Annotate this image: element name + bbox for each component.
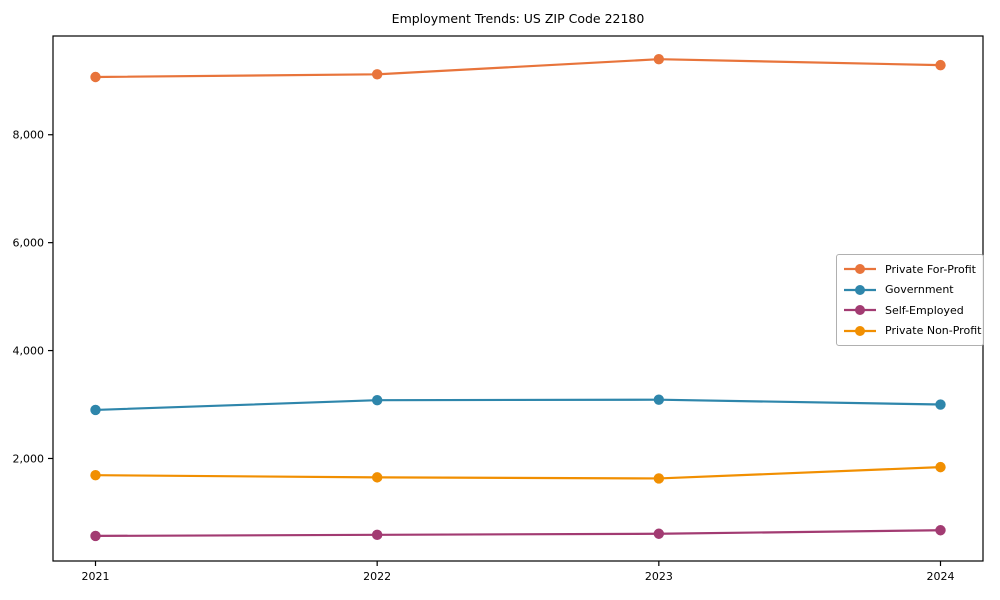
- data-point-private-non-profit-2023: [653, 473, 665, 484]
- series-line-private-for-profit: [94, 58, 942, 79]
- data-point-self-employed-2022: [371, 529, 383, 541]
- legend-marker-private-non-profit: [844, 325, 876, 336]
- x-tick-label: 2022: [363, 570, 391, 583]
- data-point-government-2024: [935, 399, 946, 410]
- legend-marker-government: [844, 284, 876, 295]
- y-tick-label: 4,000: [13, 345, 45, 358]
- legend-label-self-employed: Self-Employed: [885, 303, 964, 317]
- legend-label-government: Government: [885, 283, 954, 297]
- legend-item-private-non-profit: Private Non-Profit: [843, 321, 981, 341]
- series-line-government: [94, 398, 942, 412]
- legend-label-private-non-profit: Private Non-Profit: [885, 324, 982, 338]
- legend: Private For-Profit Government Self-Employe…: [836, 254, 984, 346]
- data-point-private-for-profit-2022: [371, 69, 383, 80]
- x-tick-label: 2023: [645, 570, 673, 583]
- y-tick-label: 2,000: [13, 452, 45, 465]
- data-point-self-employed-2023: [653, 528, 665, 539]
- x-tick-label: 2024: [927, 570, 955, 583]
- y-tick-label: 8,000: [13, 129, 45, 142]
- series-line-private-non-profit: [94, 466, 942, 480]
- data-point-private-non-profit-2024: [935, 461, 946, 473]
- y-tick-label: 6,000: [13, 237, 45, 250]
- data-point-government-2021: [90, 404, 101, 416]
- legend-marker-private-for-profit: [844, 264, 876, 275]
- data-point-private-for-profit-2021: [90, 71, 101, 83]
- data-point-government-2022: [371, 395, 383, 406]
- data-point-private-for-profit-2023: [653, 54, 665, 65]
- data-point-private-non-profit-2021: [90, 470, 101, 481]
- legend-label-private-for-profit: Private For-Profit: [885, 262, 976, 276]
- data-point-private-non-profit-2022: [371, 472, 383, 483]
- chart-title: Employment Trends: US ZIP Code 22180: [391, 11, 645, 26]
- legend-item-government: Government: [843, 280, 977, 300]
- data-point-self-employed-2021: [90, 530, 101, 542]
- legend-item-private-for-profit: Private For-Profit: [843, 259, 977, 279]
- data-point-self-employed-2024: [935, 525, 946, 536]
- data-point-government-2023: [653, 394, 665, 405]
- legend-marker-self-employed: [844, 305, 876, 316]
- x-tick-label: 2021: [82, 570, 110, 583]
- legend-item-self-employed: Self-Employed: [843, 300, 977, 320]
- data-point-private-for-profit-2024: [935, 59, 946, 71]
- series-line-self-employed: [94, 529, 942, 538]
